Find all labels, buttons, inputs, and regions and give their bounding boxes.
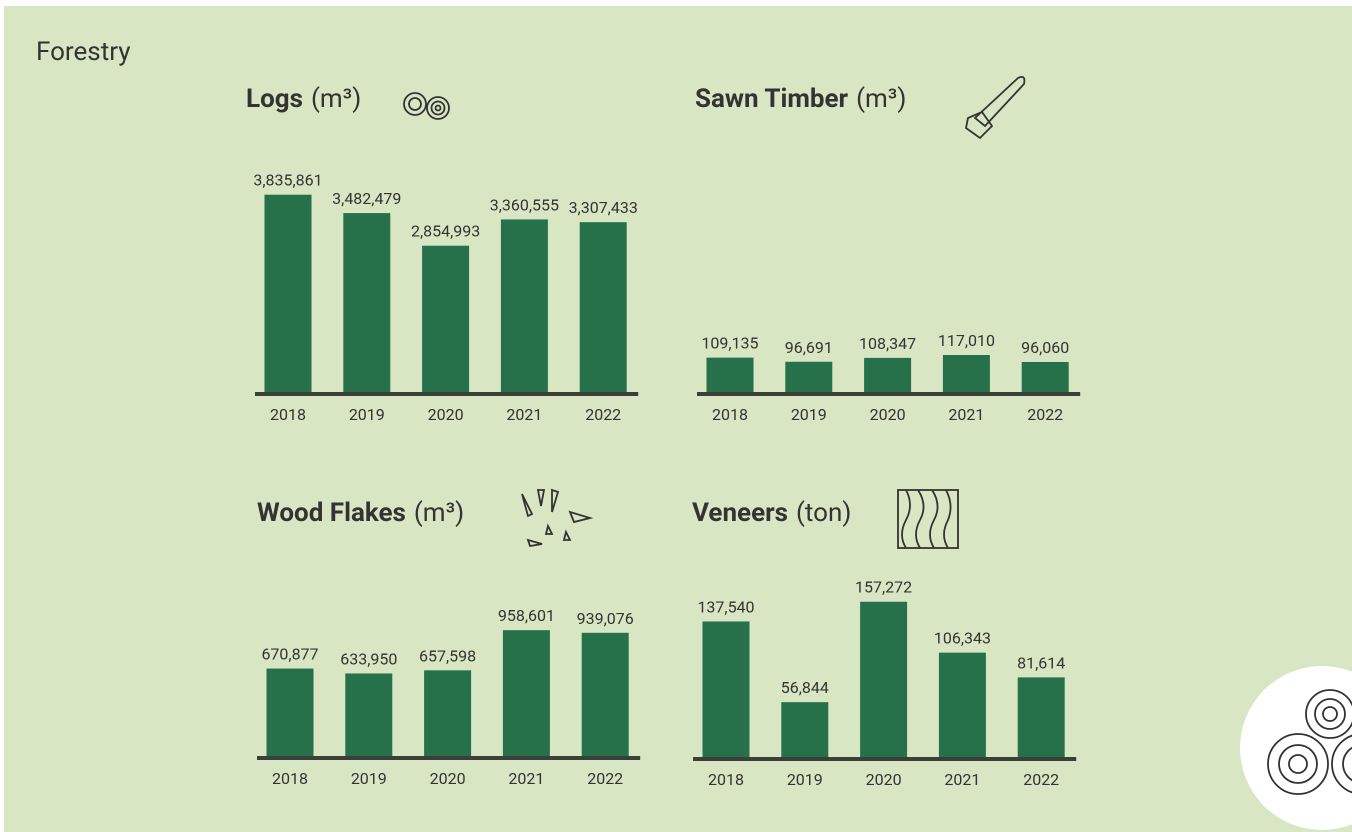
bar xyxy=(264,194,312,394)
value-label: 633,950 xyxy=(340,649,397,668)
chart-title-text: Sawn Timber xyxy=(695,84,849,114)
value-label: 3,835,861 xyxy=(253,171,322,190)
chart-title: Sawn Timber (m³) xyxy=(695,84,906,114)
x-tick-label: 2021 xyxy=(506,405,542,424)
bar xyxy=(781,702,829,759)
x-tick-label: 2018 xyxy=(708,770,744,789)
value-label: 3,360,555 xyxy=(490,195,559,214)
bar xyxy=(702,621,750,759)
bar xyxy=(860,601,908,759)
value-label: 81,614 xyxy=(1017,653,1065,672)
chart-unit: (ton) xyxy=(796,498,851,528)
x-tick-label: 2020 xyxy=(430,769,466,788)
value-label: 106,343 xyxy=(934,629,991,648)
value-label: 108,347 xyxy=(859,334,916,353)
bar xyxy=(266,668,314,758)
x-tick-label: 2018 xyxy=(712,405,748,424)
value-label: 117,010 xyxy=(938,331,995,350)
x-tick-label: 2020 xyxy=(428,405,464,424)
chart-title-text: Wood Flakes xyxy=(257,498,406,528)
chart-title: Logs (m³) xyxy=(246,84,361,114)
value-label: 670,877 xyxy=(261,645,318,664)
chart-title: Veneers (ton) xyxy=(692,498,851,528)
logs-icon xyxy=(403,92,450,120)
x-tick-label: 2018 xyxy=(270,405,306,424)
x-tick-label: 2021 xyxy=(948,405,984,424)
x-tick-label: 2021 xyxy=(508,769,544,788)
bar xyxy=(422,245,470,394)
value-label: 109,135 xyxy=(701,334,758,353)
bar xyxy=(864,357,912,394)
x-tick-label: 2019 xyxy=(791,405,827,424)
bar xyxy=(502,630,550,758)
chart-unit: (m³) xyxy=(414,498,464,528)
x-tick-label: 2020 xyxy=(866,770,902,789)
value-label: 2,854,993 xyxy=(411,222,480,241)
x-tick-label: 2020 xyxy=(870,405,906,424)
value-label: 958,601 xyxy=(498,606,555,625)
value-label: 96,060 xyxy=(1021,338,1069,357)
chart-title: Wood Flakes (m³) xyxy=(257,498,464,528)
value-label: 3,307,433 xyxy=(569,198,638,217)
chart-title-text: Logs xyxy=(246,84,303,114)
chart-unit: (m³) xyxy=(311,84,361,114)
x-tick-label: 2022 xyxy=(1027,405,1063,424)
x-tick-label: 2019 xyxy=(787,770,823,789)
x-tick-label: 2022 xyxy=(1023,770,1059,789)
bar xyxy=(345,673,393,758)
bar xyxy=(1017,677,1065,759)
veneer-icon xyxy=(897,489,959,549)
bar xyxy=(942,354,990,394)
bar xyxy=(581,632,629,758)
x-tick-label: 2018 xyxy=(272,769,308,788)
bar xyxy=(785,361,833,394)
value-label: 657,598 xyxy=(419,646,476,665)
bar xyxy=(579,222,627,394)
flakes-icon xyxy=(521,488,594,548)
x-tick-label: 2019 xyxy=(351,769,387,788)
value-label: 56,844 xyxy=(781,678,829,697)
chart-unit: (m³) xyxy=(856,84,906,114)
value-label: 939,076 xyxy=(577,609,634,628)
chainsaw-icon xyxy=(965,75,1026,140)
bar xyxy=(706,357,754,394)
value-label: 3,482,479 xyxy=(332,189,401,208)
value-label: 96,691 xyxy=(785,338,833,357)
x-tick-label: 2022 xyxy=(585,405,621,424)
bar xyxy=(938,652,986,759)
x-tick-label: 2019 xyxy=(349,405,385,424)
value-label: 137,540 xyxy=(697,597,754,616)
bar xyxy=(500,219,548,394)
corner-badge xyxy=(1240,666,1352,830)
x-tick-label: 2021 xyxy=(944,770,980,789)
bar xyxy=(424,670,472,758)
bar xyxy=(1021,361,1069,394)
chart-title-text: Veneers xyxy=(692,498,788,528)
panel xyxy=(4,6,1352,832)
page-title: Forestry xyxy=(36,37,131,67)
bar xyxy=(343,213,391,394)
x-tick-label: 2022 xyxy=(587,769,623,788)
value-label: 157,272 xyxy=(855,578,912,597)
